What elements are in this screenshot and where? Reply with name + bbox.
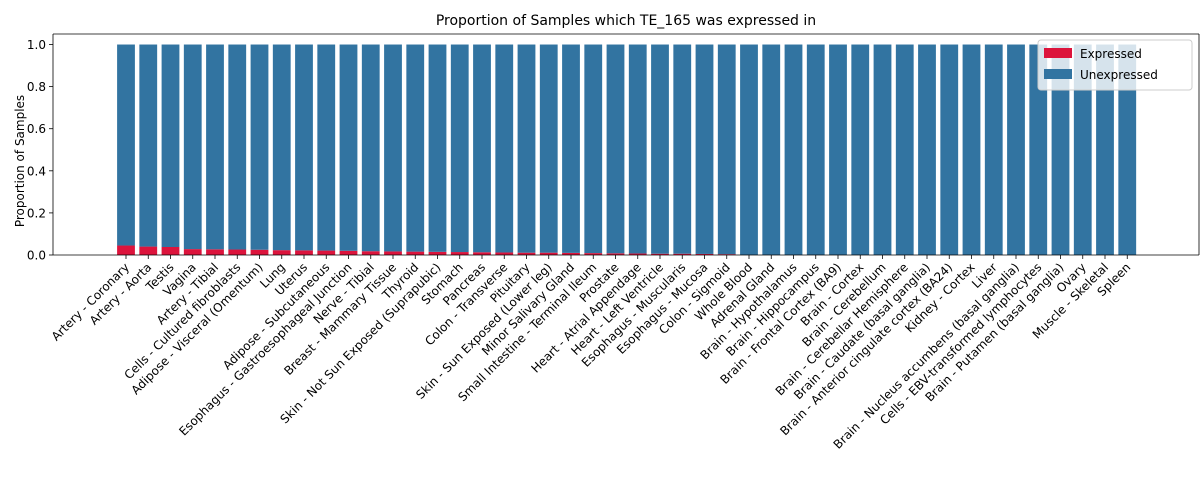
bar-unexpressed <box>428 44 447 252</box>
legend-label: Expressed <box>1080 47 1142 61</box>
bar-unexpressed <box>183 44 202 250</box>
y-tick-label: 0.0 <box>27 249 46 263</box>
bar-expressed <box>361 251 380 255</box>
bar-expressed <box>450 252 469 255</box>
bar-unexpressed <box>517 44 536 253</box>
bar-unexpressed <box>784 44 803 255</box>
bar-expressed <box>183 249 202 255</box>
bar-unexpressed <box>1007 44 1025 255</box>
bar-unexpressed <box>562 44 580 253</box>
bar-unexpressed <box>161 44 180 247</box>
bar-expressed <box>161 247 180 255</box>
bar-unexpressed <box>406 44 425 252</box>
legend-box <box>1037 39 1193 91</box>
bar-unexpressed <box>851 44 870 255</box>
bars-group <box>117 44 1137 255</box>
legend-swatch <box>1044 48 1072 58</box>
bar-unexpressed <box>139 44 158 247</box>
bar-unexpressed <box>1096 44 1114 255</box>
legend-label: Unexpressed <box>1080 68 1158 82</box>
bar-expressed <box>495 252 514 255</box>
bar-expressed <box>695 253 714 255</box>
bar-expressed <box>206 249 224 255</box>
bar-unexpressed <box>473 44 491 253</box>
axes-group <box>52 33 1200 256</box>
bar-unexpressed <box>695 44 714 254</box>
bar-unexpressed <box>873 44 892 255</box>
bar-expressed <box>139 246 158 255</box>
bar-expressed <box>117 245 135 255</box>
bar-unexpressed <box>673 44 692 254</box>
y-tick-label: 0.4 <box>27 164 46 178</box>
bar-unexpressed <box>339 44 358 251</box>
bar-expressed <box>562 252 580 255</box>
bar-unexpressed <box>628 44 647 254</box>
bar-expressed <box>517 252 536 255</box>
bar-expressed <box>295 250 313 255</box>
bar-unexpressed <box>250 44 269 250</box>
bar-unexpressed <box>384 44 402 252</box>
bar-unexpressed <box>829 44 847 255</box>
bar-unexpressed <box>717 44 736 255</box>
bar-unexpressed <box>806 44 825 255</box>
bar-unexpressed <box>206 44 224 250</box>
legend-swatch <box>1044 69 1072 79</box>
y-tick-label: 0.8 <box>27 80 46 94</box>
bar-unexpressed <box>228 44 247 250</box>
bar-expressed <box>717 254 736 255</box>
bar-expressed <box>539 252 558 255</box>
bar-unexpressed <box>272 44 291 251</box>
bar-expressed <box>584 253 603 255</box>
bar-expressed <box>406 251 425 255</box>
bar-expressed <box>673 253 692 255</box>
bar-unexpressed <box>584 44 603 254</box>
bar-expressed <box>250 249 269 255</box>
bar-unexpressed <box>740 44 758 255</box>
bar-unexpressed <box>295 44 313 251</box>
y-tick-label: 0.2 <box>27 206 46 220</box>
bar-expressed <box>228 249 247 255</box>
y-tick-label: 0.6 <box>27 122 46 136</box>
y-tick-label: 1.0 <box>27 38 46 52</box>
y-ticks: 0.0 0.2 0.4 0.6 0.8 1.0 <box>27 38 53 263</box>
bar-unexpressed <box>1029 44 1048 255</box>
bar-unexpressed <box>1118 44 1137 255</box>
bar-unexpressed <box>317 44 336 251</box>
bar-unexpressed <box>361 44 380 252</box>
bar-expressed <box>628 253 647 255</box>
bar-unexpressed <box>450 44 469 253</box>
bar-unexpressed <box>606 44 625 254</box>
bar-unexpressed <box>962 44 981 255</box>
bar-unexpressed <box>918 44 936 255</box>
bar-expressed <box>473 252 491 255</box>
bar-expressed <box>339 250 358 255</box>
bar-unexpressed <box>895 44 914 255</box>
bar-unexpressed <box>651 44 669 254</box>
bar-expressed <box>428 251 447 255</box>
bar-unexpressed <box>762 44 781 255</box>
bar-expressed <box>606 253 625 255</box>
bar-unexpressed <box>1051 44 1070 255</box>
legend: Expressed Unexpressed <box>1037 39 1193 91</box>
bar-expressed <box>317 250 336 255</box>
bar-expressed <box>384 251 402 255</box>
bar-unexpressed <box>940 44 959 255</box>
bar-unexpressed <box>984 44 1003 255</box>
bar-unexpressed <box>1073 44 1092 255</box>
bar-expressed <box>651 253 669 255</box>
y-axis-label: Proportion of Samples <box>13 95 27 227</box>
bar-unexpressed <box>495 44 514 253</box>
bar-expressed <box>272 250 291 255</box>
bar-unexpressed <box>117 44 135 246</box>
chart-title: Proportion of Samples which TE_165 was e… <box>436 13 816 29</box>
bar-unexpressed <box>539 44 558 253</box>
